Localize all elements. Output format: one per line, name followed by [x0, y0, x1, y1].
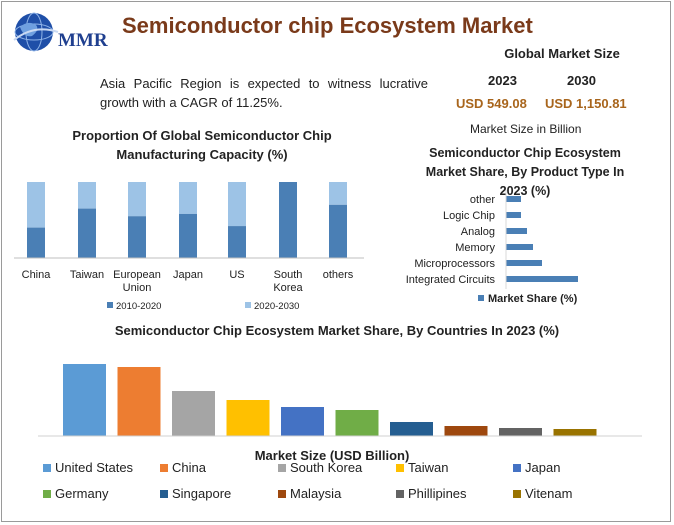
bar-2010-2020-0 [27, 227, 45, 258]
bar-2020-2030-4 [228, 182, 246, 227]
legend-swatch-2020-2030 [245, 302, 251, 308]
value-2030: USD 1,150.81 [545, 96, 627, 111]
legend-label-2010-2020: 2010-2020 [116, 301, 161, 312]
country-legend-swatch-4 [513, 464, 521, 472]
bar-2010-2020-3 [179, 213, 197, 258]
bar-2020-2030-6 [329, 182, 347, 205]
country-bar-0 [63, 364, 106, 436]
bar-2020-2030-0 [27, 182, 45, 228]
legend-label-2020-2030: 2020-2030 [254, 301, 299, 312]
category-label-2: European [113, 269, 161, 281]
country-legend-label-6: Singapore [172, 486, 231, 501]
page-title: Semiconductor chip Ecosystem Market [122, 13, 533, 38]
category-label-5: Korea [273, 282, 303, 294]
category-label-0: China [22, 269, 52, 281]
logo-text: MMR [58, 30, 108, 51]
countries-bar-chart: Market Size (USD Billion) United States Ch… [38, 364, 642, 501]
product-label-5: Integrated Circuits [406, 274, 496, 286]
country-legend-label-4: Japan [525, 460, 560, 475]
country-legend-label-2: South Korea [290, 460, 363, 475]
product-type-bar-chart: other Logic Chip Analog Memory Microprocesso… [406, 190, 578, 305]
product-type-chart-title: Semiconductor Chip Ecosystem Market Shar… [425, 146, 625, 198]
country-legend-swatch-8 [396, 490, 404, 498]
countries-chart-title: Semiconductor Chip Ecosystem Market Shar… [114, 323, 560, 338]
product-label-2: Analog [461, 226, 495, 238]
category-label-5: South [274, 269, 303, 281]
product-bar-3 [506, 244, 533, 250]
country-bar-5 [335, 410, 379, 436]
country-legend-label-0: United States [55, 460, 134, 475]
bar-2010-2020-2 [128, 216, 146, 258]
year-2030-label: 2030 [567, 73, 596, 88]
country-bar-9 [553, 429, 597, 436]
country-legend-swatch-9 [513, 490, 521, 498]
bar-2010-2020-4 [228, 226, 246, 258]
bar-2020-2030-1 [78, 182, 96, 209]
country-bar-7 [444, 426, 488, 436]
country-legend-label-5: Germany [55, 486, 109, 501]
country-legend-swatch-0 [43, 464, 51, 472]
product-bar-5 [506, 276, 578, 282]
category-label-1: Taiwan [70, 269, 104, 281]
product-bar-2 [506, 228, 527, 234]
country-legend-label-7: Malaysia [290, 486, 342, 501]
country-bar-8 [499, 428, 542, 436]
bar-2010-2020-5 [279, 182, 297, 258]
value-2023: USD 549.08 [456, 96, 527, 111]
country-legend-label-9: Vitenam [525, 486, 572, 501]
year-2023-label: 2023 [488, 73, 517, 88]
bar-2020-2030-2 [128, 182, 146, 217]
bar-2010-2020-6 [329, 204, 347, 258]
country-bar-1 [117, 367, 161, 436]
country-legend-swatch-1 [160, 464, 168, 472]
product-label-3: Memory [455, 242, 495, 254]
product-label-4: Microprocessors [414, 258, 495, 270]
country-legend-swatch-2 [278, 464, 286, 472]
country-legend-swatch-3 [396, 464, 404, 472]
category-label-4: US [229, 269, 244, 281]
legend-swatch-2010-2020 [107, 302, 113, 308]
product-bar-4 [506, 260, 542, 266]
product-label-1: Logic Chip [443, 210, 495, 222]
global-market-title: Global Market Size [504, 46, 620, 61]
country-legend-swatch-6 [160, 490, 168, 498]
country-bar-2 [172, 391, 215, 436]
product-bar-1 [506, 212, 521, 218]
country-bar-6 [390, 422, 433, 436]
country-legend-swatch-7 [278, 490, 286, 498]
country-bar-3 [226, 400, 270, 436]
mmr-globe-logo-icon [13, 12, 59, 52]
country-legend-swatch-5 [43, 490, 51, 498]
category-label-6: others [323, 269, 354, 281]
product-legend-swatch [478, 295, 484, 301]
category-label-2: Union [123, 282, 152, 294]
country-legend-label-1: China [172, 460, 207, 475]
product-label-0: other [470, 194, 495, 206]
product-legend-label: Market Share (%) [488, 293, 578, 305]
product-bar-0 [506, 196, 521, 202]
country-legend-label-8: Phillipines [408, 486, 467, 501]
country-bar-4 [281, 407, 324, 436]
capacity-chart-title: Proportion Of Global Semiconductor Chip … [72, 128, 332, 162]
countries-x-axis-label: Market Size (USD Billion) [255, 448, 410, 463]
bar-2020-2030-3 [179, 182, 197, 214]
bar-2010-2020-1 [78, 208, 96, 258]
market-size-unit-note: Market Size in Billion [470, 122, 582, 136]
category-label-3: Japan [173, 269, 203, 281]
region-growth-note: Asia Pacific Region is expected to witne… [100, 76, 428, 110]
country-legend-label-3: Taiwan [408, 460, 448, 475]
